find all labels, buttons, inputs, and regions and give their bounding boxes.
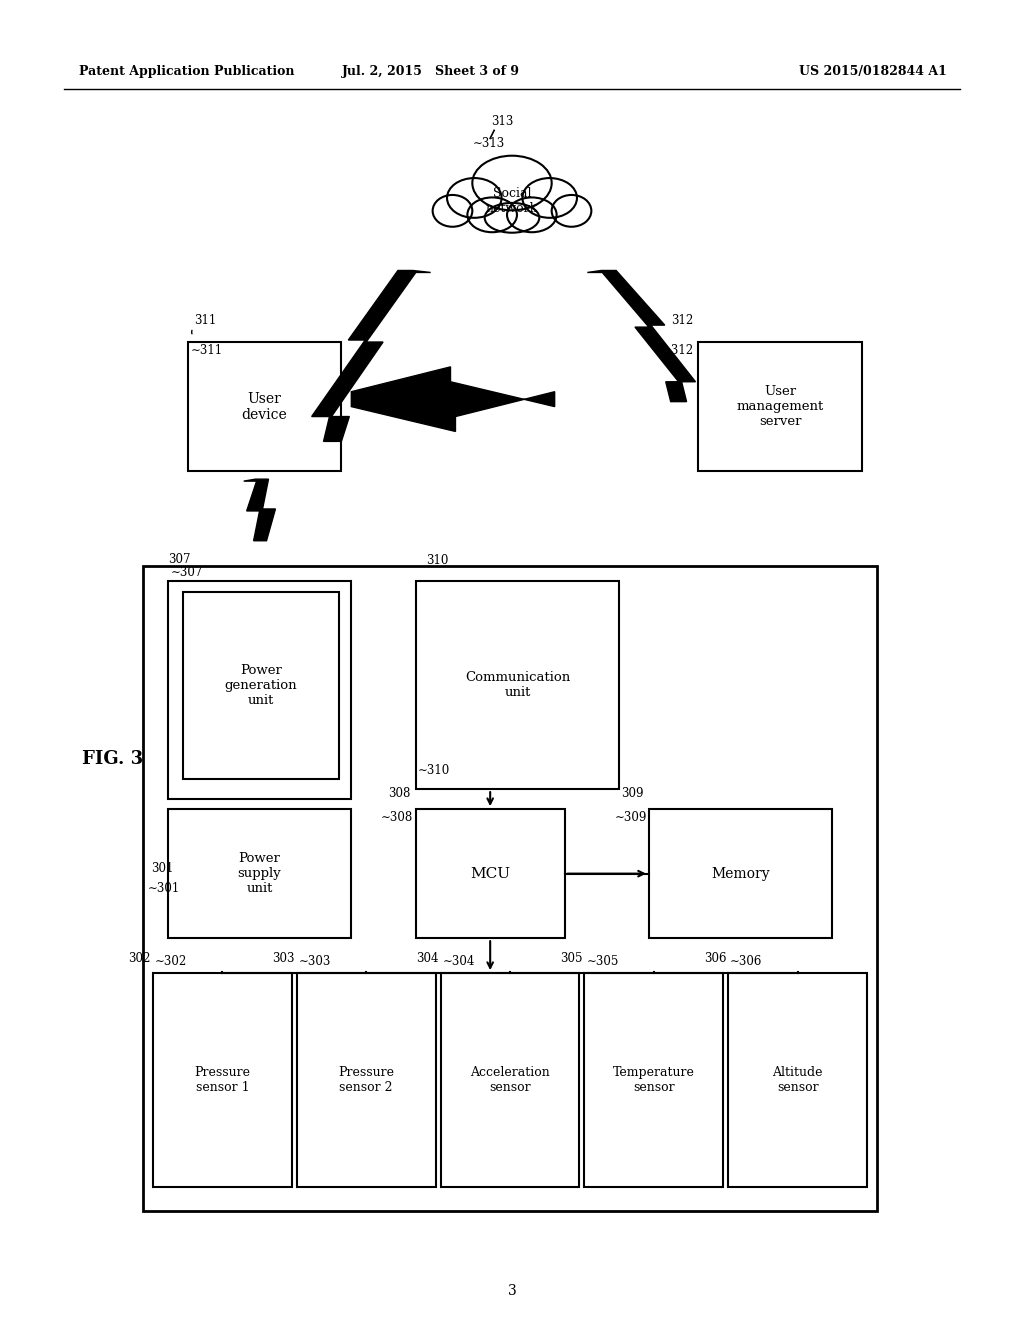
- Text: 309: 309: [622, 787, 644, 800]
- Text: ∼302: ∼302: [155, 956, 187, 968]
- Text: Communication
unit: Communication unit: [465, 671, 570, 698]
- Text: Altitude
sensor: Altitude sensor: [772, 1065, 823, 1094]
- Ellipse shape: [467, 198, 517, 232]
- Text: Power
supply
unit: Power supply unit: [238, 853, 282, 895]
- Text: ∼312: ∼312: [662, 345, 693, 356]
- Ellipse shape: [447, 178, 502, 218]
- Text: ∼309: ∼309: [614, 810, 647, 824]
- Text: ∼313: ∼313: [472, 137, 505, 149]
- Text: 307: 307: [168, 553, 190, 565]
- Text: Power
generation
unit: Power generation unit: [224, 664, 297, 708]
- Text: ∼304: ∼304: [442, 956, 475, 968]
- Text: 305: 305: [560, 952, 583, 965]
- Ellipse shape: [484, 203, 540, 232]
- Text: 312: 312: [672, 314, 693, 327]
- Text: Pressure
sensor 1: Pressure sensor 1: [195, 1065, 251, 1094]
- FancyBboxPatch shape: [585, 973, 723, 1187]
- Text: Memory: Memory: [712, 867, 770, 880]
- FancyBboxPatch shape: [649, 809, 833, 939]
- Text: ∼310: ∼310: [418, 764, 450, 777]
- FancyBboxPatch shape: [416, 809, 564, 939]
- Text: Patent Application Publication: Patent Application Publication: [79, 65, 294, 78]
- Polygon shape: [311, 271, 431, 441]
- Text: ∼305: ∼305: [587, 956, 618, 968]
- Text: 304: 304: [416, 952, 438, 965]
- FancyBboxPatch shape: [168, 809, 351, 939]
- Text: Acceleration
sensor: Acceleration sensor: [470, 1065, 550, 1094]
- FancyBboxPatch shape: [416, 581, 620, 789]
- Text: ∼303: ∼303: [299, 956, 331, 968]
- FancyBboxPatch shape: [187, 342, 341, 471]
- Ellipse shape: [472, 156, 552, 210]
- Polygon shape: [351, 367, 555, 432]
- Text: FIG. 3: FIG. 3: [82, 750, 142, 768]
- FancyBboxPatch shape: [182, 593, 339, 779]
- Text: 306: 306: [703, 952, 726, 965]
- Text: MCU: MCU: [470, 867, 510, 880]
- FancyBboxPatch shape: [153, 973, 292, 1187]
- Text: ∼306: ∼306: [730, 956, 763, 968]
- Text: User
management
server: User management server: [736, 385, 824, 428]
- Text: Temperature
sensor: Temperature sensor: [613, 1065, 694, 1094]
- FancyBboxPatch shape: [728, 973, 867, 1187]
- Polygon shape: [244, 479, 275, 541]
- Text: 310: 310: [426, 553, 449, 566]
- Ellipse shape: [522, 178, 577, 218]
- Text: ∼307: ∼307: [171, 565, 203, 578]
- FancyBboxPatch shape: [297, 973, 435, 1187]
- Text: 313: 313: [490, 115, 513, 128]
- Polygon shape: [588, 271, 695, 401]
- Text: Pressure
sensor 2: Pressure sensor 2: [338, 1065, 394, 1094]
- Ellipse shape: [433, 195, 472, 227]
- Text: 3: 3: [508, 1284, 516, 1298]
- FancyBboxPatch shape: [698, 342, 862, 471]
- Text: US 2015/0182844 A1: US 2015/0182844 A1: [799, 65, 946, 78]
- Text: User
device: User device: [242, 392, 288, 421]
- Ellipse shape: [552, 195, 591, 227]
- FancyBboxPatch shape: [440, 973, 580, 1187]
- Text: 301: 301: [151, 862, 173, 875]
- Text: 302: 302: [129, 952, 151, 965]
- Text: 311: 311: [195, 314, 217, 327]
- Text: ∼301: ∼301: [148, 882, 180, 895]
- FancyBboxPatch shape: [143, 565, 877, 1212]
- Text: 308: 308: [388, 787, 411, 800]
- Text: ∼308: ∼308: [381, 810, 413, 824]
- Text: Jul. 2, 2015   Sheet 3 of 9: Jul. 2, 2015 Sheet 3 of 9: [342, 65, 519, 78]
- Text: 303: 303: [272, 952, 295, 965]
- Ellipse shape: [507, 198, 557, 232]
- FancyBboxPatch shape: [168, 581, 351, 799]
- Text: ∼311: ∼311: [190, 345, 223, 356]
- Text: Social
network: Social network: [485, 187, 539, 215]
